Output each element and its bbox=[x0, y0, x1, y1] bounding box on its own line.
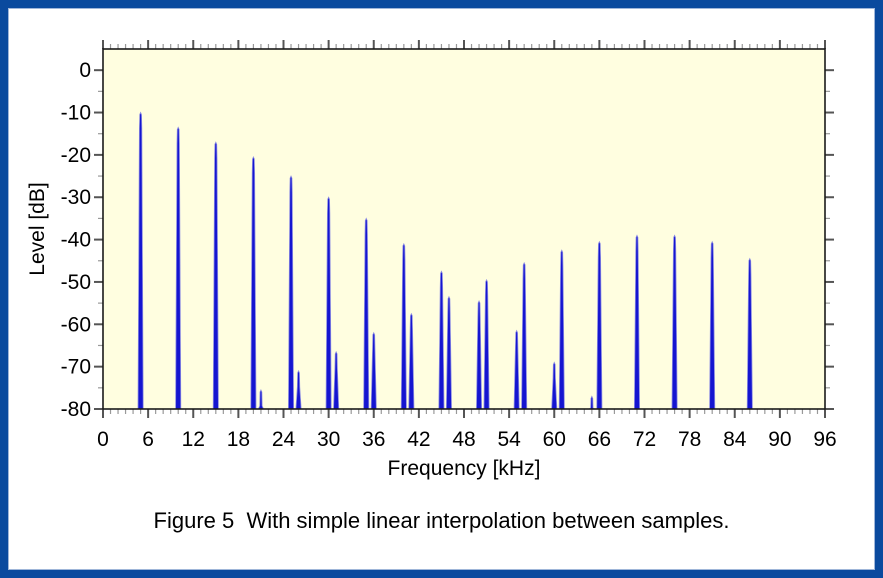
spectral-peak bbox=[551, 361, 558, 410]
x-tick-label: 96 bbox=[813, 428, 836, 451]
x-tick-label: 48 bbox=[452, 428, 475, 451]
x-axis-title: Frequency [kHz] bbox=[387, 457, 541, 480]
spectral-peak bbox=[333, 350, 340, 410]
x-tick-label: 24 bbox=[272, 428, 296, 451]
spectral-peak bbox=[438, 270, 445, 410]
spectral-peak bbox=[476, 300, 483, 410]
y-tick-label: -30 bbox=[61, 186, 91, 209]
x-tick-label: 12 bbox=[182, 428, 205, 451]
x-tick-label: 18 bbox=[227, 428, 250, 451]
x-tick-label: 66 bbox=[588, 428, 611, 451]
spectral-peak bbox=[325, 196, 332, 410]
x-tick-label: 84 bbox=[723, 428, 747, 451]
spectral-peak bbox=[671, 234, 678, 410]
spectral-peak bbox=[175, 126, 182, 410]
x-tick-label: 72 bbox=[633, 428, 656, 451]
y-tick-label: -50 bbox=[61, 271, 91, 294]
y-axis-title: Level [dB] bbox=[26, 182, 49, 276]
x-tick-label: 6 bbox=[142, 428, 154, 451]
y-tick-label: -10 bbox=[61, 102, 91, 125]
spectral-peak bbox=[363, 217, 370, 410]
x-tick-label: 90 bbox=[768, 428, 791, 451]
spectral-peak bbox=[513, 329, 520, 410]
spectral-peak bbox=[633, 234, 640, 410]
spectral-peak bbox=[137, 111, 144, 410]
x-tick-label: 78 bbox=[678, 428, 701, 451]
x-tick-label: 0 bbox=[97, 428, 109, 451]
spectral-peak bbox=[558, 249, 565, 410]
x-tick-label: 30 bbox=[317, 428, 340, 451]
spectral-peak bbox=[370, 331, 377, 410]
plot-frame bbox=[102, 48, 826, 410]
spectral-peak bbox=[400, 242, 407, 410]
spectral-peak bbox=[288, 175, 295, 410]
spectral-peak bbox=[408, 312, 415, 410]
spectral-peak bbox=[295, 369, 302, 410]
spectral-peaks bbox=[137, 111, 753, 410]
y-axis-tick-labels: 0 -10 -20 -30 -40 -50 -60 -70 -80 bbox=[61, 59, 91, 421]
x-tick-label: 42 bbox=[407, 428, 430, 451]
y-tick-label: -40 bbox=[61, 229, 91, 252]
spectral-peak bbox=[445, 295, 452, 410]
x-tick-label: 60 bbox=[543, 428, 566, 451]
spectral-peak bbox=[746, 257, 753, 410]
spectral-peak bbox=[596, 240, 603, 410]
x-tick-label: 36 bbox=[362, 428, 385, 451]
spectral-peak bbox=[250, 156, 257, 410]
y-tick-label: 0 bbox=[79, 59, 91, 82]
y-tick-label: -60 bbox=[61, 313, 91, 336]
y-tick-label: -20 bbox=[61, 144, 91, 167]
figure-caption: Figure 5 With simple linear interpolatio… bbox=[153, 508, 730, 533]
x-tick-label: 54 bbox=[497, 428, 521, 451]
spectral-peak bbox=[483, 278, 490, 410]
spectral-peak bbox=[212, 141, 219, 410]
spectral-peak bbox=[709, 240, 716, 410]
axis-ticks bbox=[94, 40, 834, 418]
y-tick-label: -80 bbox=[61, 398, 91, 421]
spectral-peak bbox=[521, 261, 528, 410]
y-tick-label: -70 bbox=[61, 356, 91, 379]
plot-background bbox=[103, 49, 825, 409]
x-axis-tick-labels: 0 6 12 18 24 30 36 42 48 54 60 66 72 78 84 90 96 bbox=[97, 428, 837, 451]
